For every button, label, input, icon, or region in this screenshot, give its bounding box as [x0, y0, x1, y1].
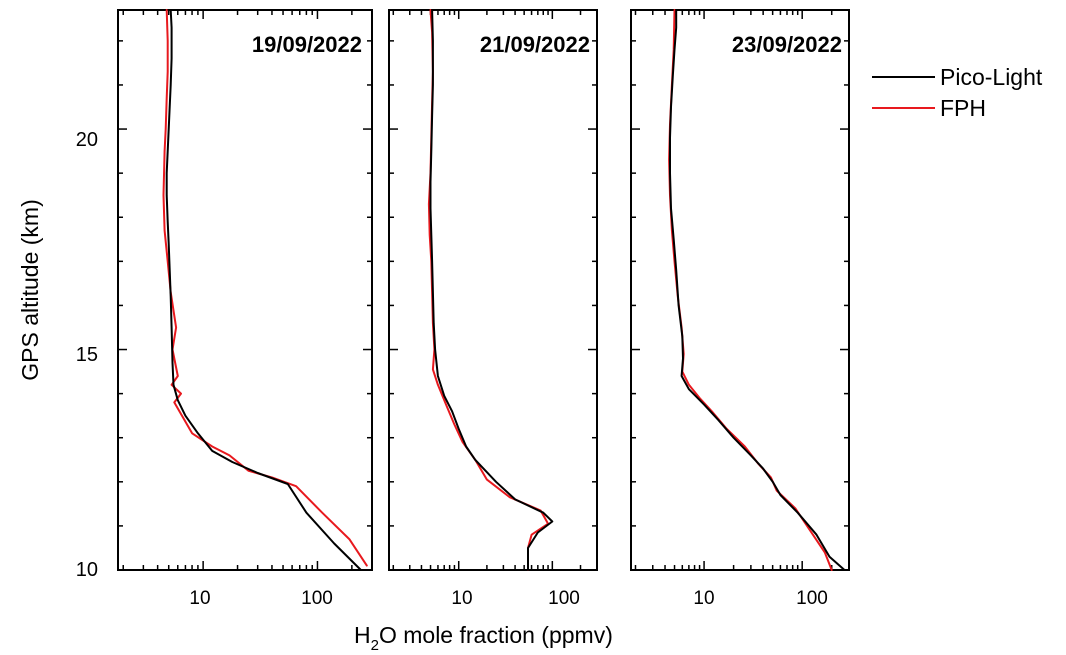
panel-frame: [117, 9, 373, 571]
panel-date-label: 23/09/2022: [732, 32, 842, 57]
x-tick-label: 100: [301, 588, 333, 609]
panel-date-label: 21/09/2022: [480, 32, 590, 57]
series-line-fph: [427, 9, 550, 571]
x-axis-title-subscript: 2: [371, 637, 379, 654]
legend: Pico-Light FPH: [872, 64, 1043, 121]
x-tick-label: 100: [796, 588, 828, 609]
series-line-pico-light: [669, 9, 846, 571]
ticks-layer: [118, 10, 850, 571]
x-tick-label: 10: [451, 588, 472, 609]
series-layer: [162, 9, 846, 571]
x-axis-title-part: O mole fraction (ppmv): [379, 622, 613, 648]
series-line-fph: [668, 9, 833, 571]
y-tick-label: 10: [76, 559, 98, 581]
y-tick-label: 20: [76, 129, 98, 151]
series-line-pico-light: [429, 9, 554, 571]
x-tick-label: 100: [548, 588, 580, 609]
legend-label: FPH: [940, 95, 986, 121]
x-axis-title: H2O mole fraction (ppmv): [354, 622, 613, 654]
panel-frame: [630, 9, 850, 571]
x-axis-title-part: H: [354, 622, 371, 648]
legend-label: Pico-Light: [940, 64, 1043, 90]
y-tick-label: 15: [76, 344, 98, 366]
series-line-pico-light: [165, 9, 362, 571]
y-axis-title: GPS altitude (km): [17, 199, 43, 381]
panel-date-label: 19/09/2022: [252, 32, 362, 57]
series-line-fph: [162, 9, 368, 567]
x-tick-label: 10: [189, 588, 210, 609]
x-tick-label: 10: [693, 588, 714, 609]
panel-frame: [388, 9, 598, 571]
